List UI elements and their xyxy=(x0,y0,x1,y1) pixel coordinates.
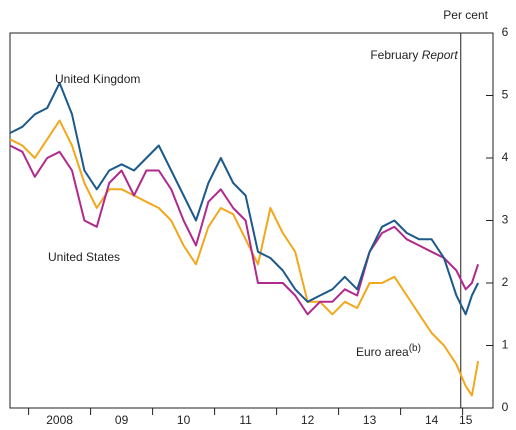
x-tick-label: 14 xyxy=(425,413,439,427)
y-tick-label: 0 xyxy=(502,400,509,414)
series-line xyxy=(9,82,479,316)
y-unit-label: Per cent xyxy=(443,8,488,22)
x-tick-label: 12 xyxy=(301,413,315,427)
report-label-text: February xyxy=(370,48,418,62)
series-label-name: Euro area xyxy=(356,345,409,359)
y-tick-label: 4 xyxy=(502,150,509,164)
y-tick-label: 3 xyxy=(502,213,509,227)
series-label: Euro area(b) xyxy=(356,343,421,360)
series-label-name: United States xyxy=(48,250,120,264)
x-tick-label: 11 xyxy=(239,413,252,427)
y-tick-label: 5 xyxy=(502,88,509,102)
report-label: February Report xyxy=(370,48,458,62)
x-tick-label: 13 xyxy=(363,413,377,427)
series-line xyxy=(9,144,480,316)
series-label-name: United Kingdom xyxy=(55,72,140,86)
y-tick-label: 2 xyxy=(502,275,509,289)
report-label-emphasis: Report xyxy=(422,48,459,62)
series-label-superscript: (b) xyxy=(409,343,421,354)
x-tick-label: 10 xyxy=(177,413,191,427)
x-tick-label: 2008 xyxy=(46,413,73,427)
series-label: United Kingdom xyxy=(55,72,140,86)
y-tick-label: 6 xyxy=(502,25,509,39)
series-label: United States xyxy=(48,250,120,264)
x-tick-label: 09 xyxy=(115,413,129,427)
x-tick-label: 15 xyxy=(459,413,473,427)
y-tick-label: 1 xyxy=(502,338,509,352)
